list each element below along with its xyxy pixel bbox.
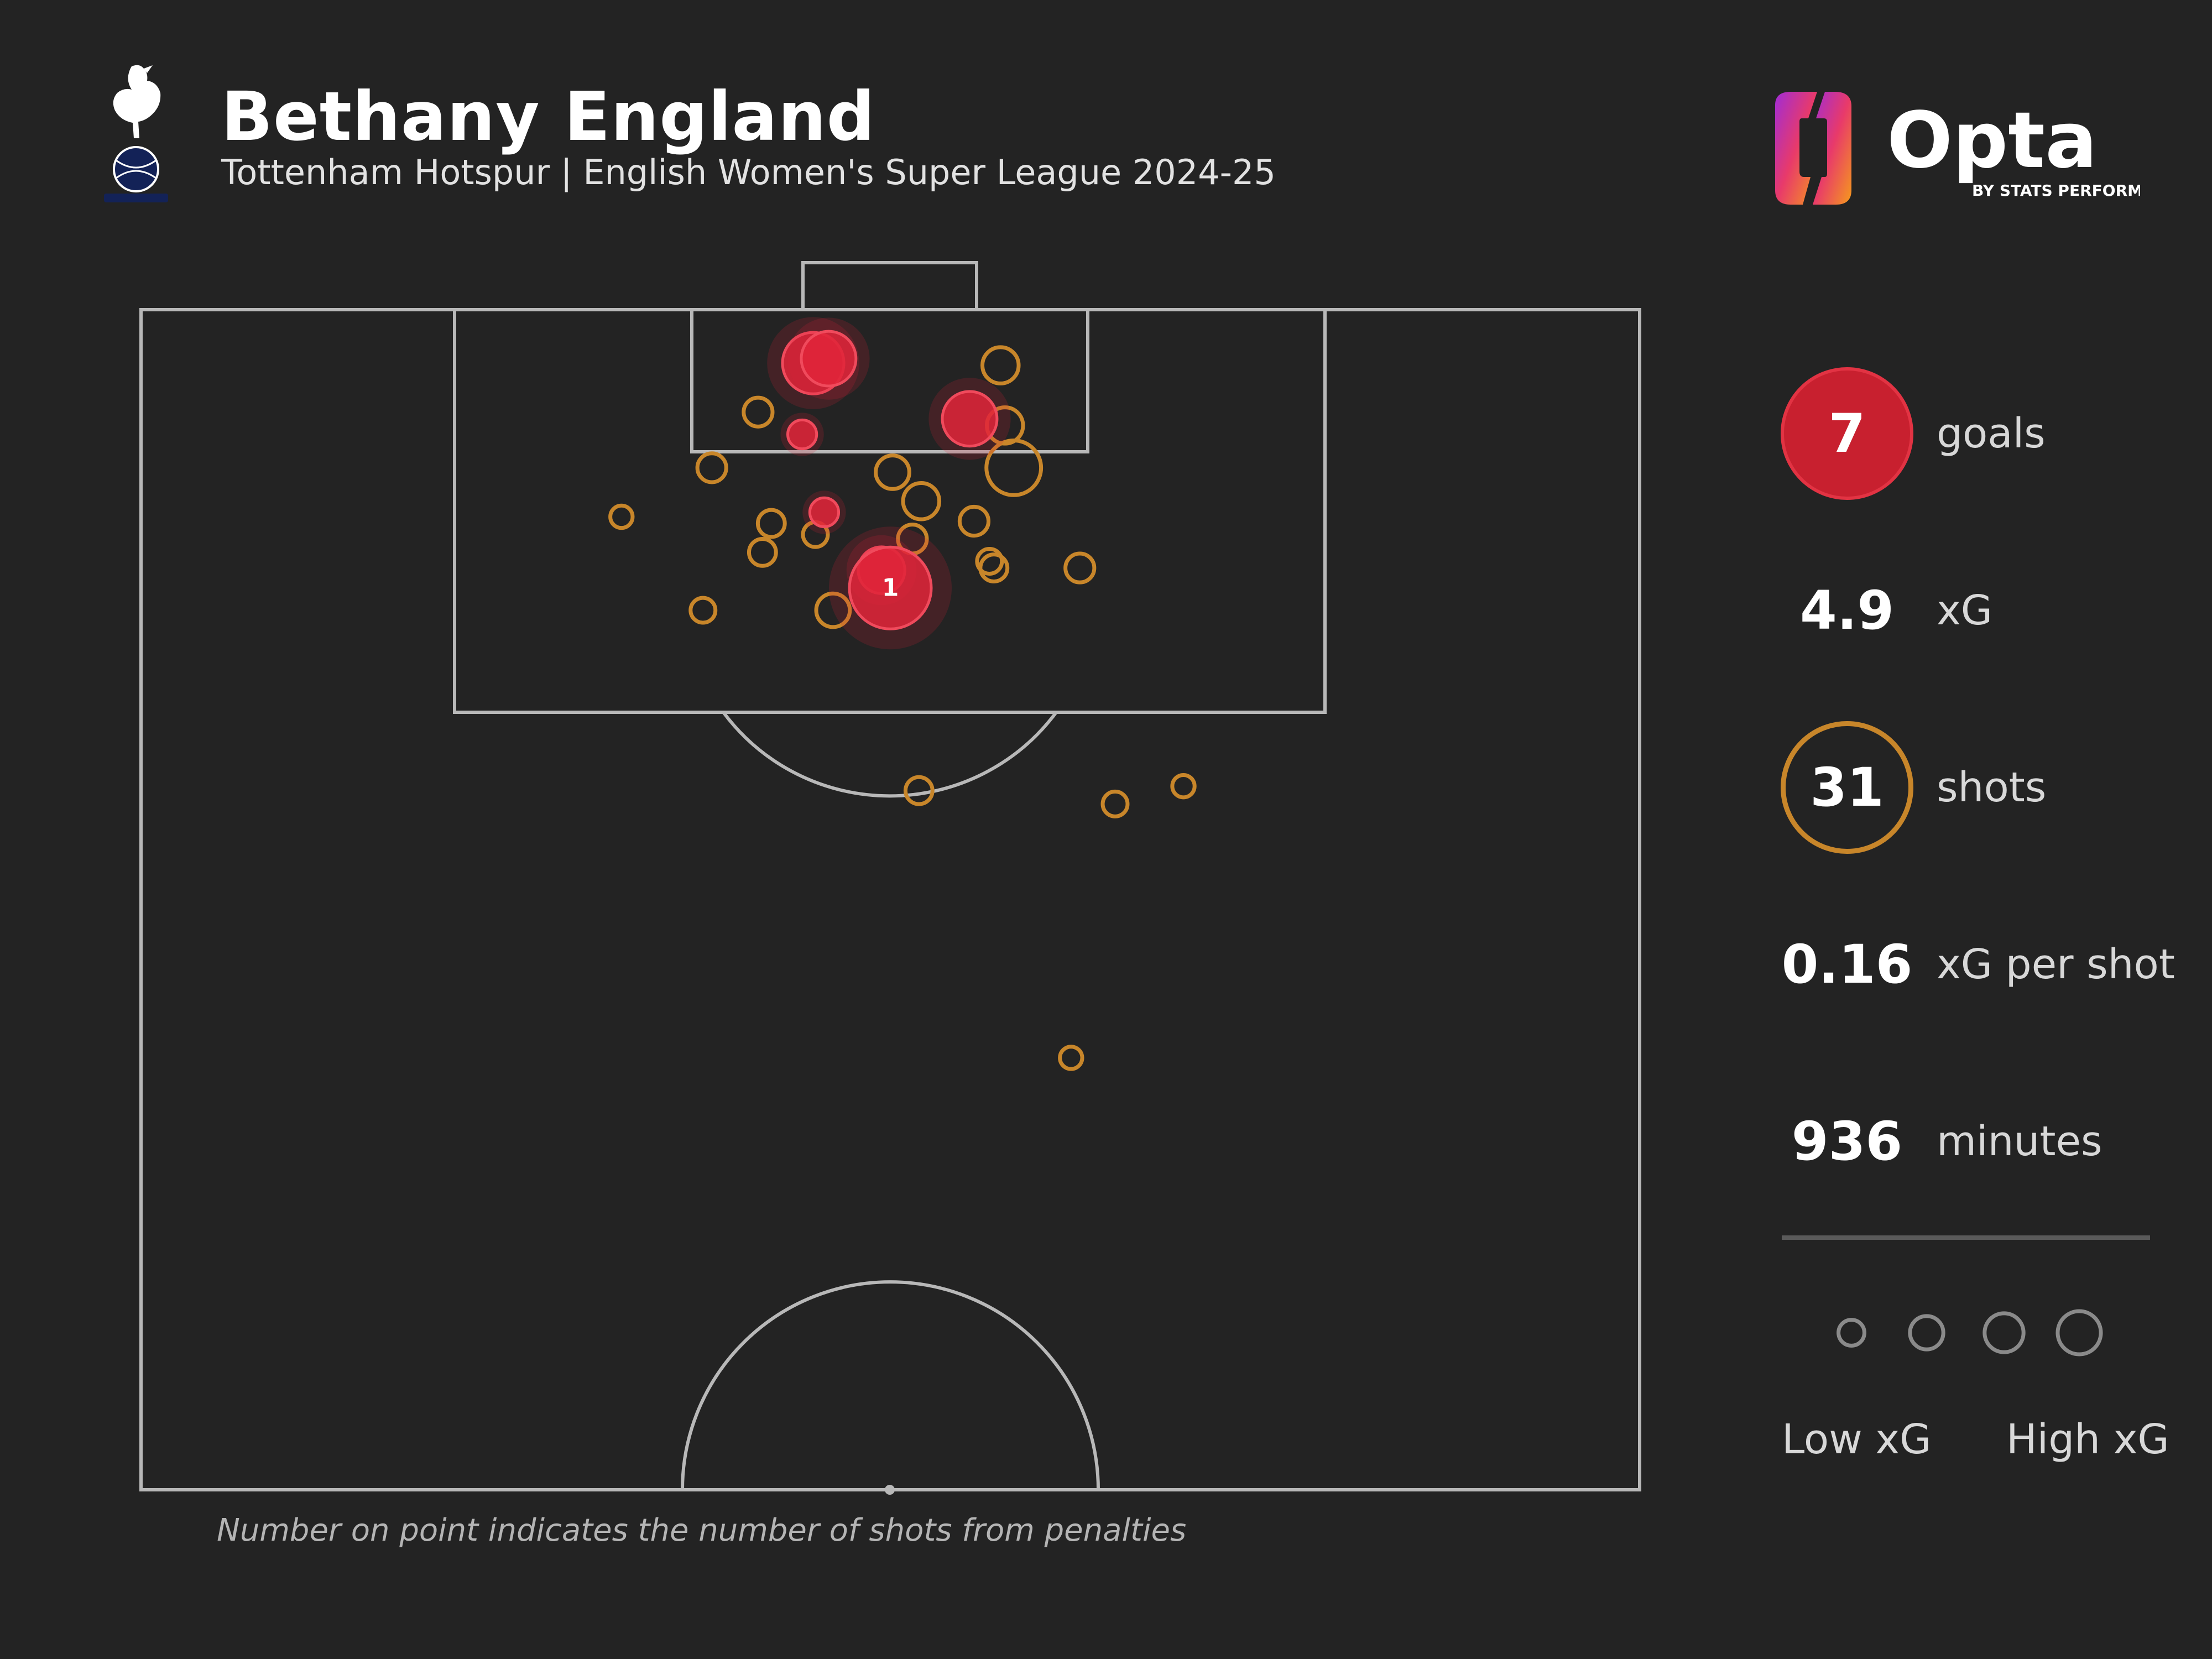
pitch-lines bbox=[139, 261, 1641, 1491]
centre-circle bbox=[681, 1280, 1100, 1490]
page-title: Bethany England bbox=[221, 77, 875, 156]
shot-point bbox=[608, 503, 635, 530]
stat-goals-value: 7 bbox=[1781, 367, 1913, 500]
stats-divider bbox=[1782, 1235, 2150, 1240]
brand-name: Opta bbox=[1887, 96, 2098, 186]
penalty-area bbox=[453, 308, 1327, 714]
legend-size-circle bbox=[1983, 1311, 2026, 1354]
shot-marker bbox=[742, 395, 775, 429]
opta-logo: Opta BY STATS PERFORM bbox=[1775, 92, 2140, 205]
stat-xg-per-shot: 0.16 xG per shot bbox=[1781, 898, 2190, 1031]
shot-point bbox=[978, 552, 1010, 583]
goal-shot-point bbox=[780, 413, 824, 456]
shot-marker bbox=[903, 775, 935, 806]
page-subtitle: Tottenham Hotspur | English Women's Supe… bbox=[221, 152, 1276, 192]
centre-spot bbox=[885, 1485, 895, 1495]
goal-shot-point bbox=[802, 491, 846, 534]
shot-marker bbox=[1063, 551, 1097, 585]
stat-goals: 7 goals bbox=[1781, 367, 2190, 500]
stat-xg-label: xG bbox=[1937, 587, 1993, 634]
legend-low-xg-label: Low xG bbox=[1782, 1416, 1932, 1463]
shot-marker bbox=[755, 508, 787, 539]
pitch-outline bbox=[139, 308, 1641, 1491]
shot-point bbox=[1100, 789, 1130, 818]
shot-map: 1 bbox=[139, 261, 1641, 1495]
shot-marker bbox=[901, 481, 942, 521]
shot-marker bbox=[978, 552, 1010, 583]
goal-shot-marker bbox=[941, 390, 999, 448]
shot-marker bbox=[747, 536, 778, 568]
shot-point bbox=[1063, 551, 1097, 585]
shot-marker bbox=[1170, 773, 1197, 800]
stat-minutes-value: 936 bbox=[1791, 1110, 1903, 1172]
shot-marker bbox=[688, 596, 718, 625]
shot-point bbox=[957, 504, 991, 538]
stat-goals-label: goals bbox=[1937, 410, 2046, 457]
shot-point bbox=[980, 345, 1021, 385]
goal-shot-marker bbox=[786, 418, 818, 451]
club-crest-icon bbox=[104, 65, 168, 202]
xg-size-legend bbox=[1837, 1309, 2103, 1357]
shot-point bbox=[1058, 1045, 1084, 1071]
shot-point bbox=[984, 438, 1044, 497]
stat-shots-label: shots bbox=[1937, 764, 2047, 811]
shot-point bbox=[901, 481, 942, 521]
shot-marker bbox=[975, 547, 1004, 576]
stat-xg: 4.9 xG bbox=[1781, 544, 2190, 677]
shot-point bbox=[1170, 773, 1197, 800]
legend-size-circle bbox=[2056, 1309, 2103, 1357]
shot-point bbox=[975, 547, 1004, 576]
shot-marker bbox=[957, 504, 991, 538]
shot-marker bbox=[1100, 789, 1130, 818]
shot-point bbox=[688, 596, 718, 625]
goal-frame bbox=[801, 261, 978, 311]
shot-point bbox=[695, 451, 728, 484]
goal-shot-marker bbox=[800, 330, 858, 388]
six-yard-box bbox=[690, 308, 1089, 453]
brand-tagline: BY STATS PERFORM bbox=[1972, 181, 2140, 200]
goal-shot-point bbox=[928, 378, 1011, 460]
shot-marker bbox=[980, 345, 1021, 385]
shot-marker bbox=[695, 451, 728, 484]
goal-shot-marker bbox=[808, 496, 841, 529]
goal-shot-point bbox=[787, 317, 870, 400]
stat-xg-per-shot-value: 0.16 bbox=[1781, 933, 1913, 995]
penalty-count-label: 1 bbox=[882, 573, 899, 602]
shot-marker bbox=[984, 438, 1044, 497]
shot-point bbox=[814, 591, 852, 629]
shot-marker bbox=[874, 453, 911, 491]
footnote: Number on point indicates the number of … bbox=[217, 1512, 1187, 1548]
penalty-arc bbox=[722, 711, 1058, 798]
goal-shot-marker bbox=[848, 545, 933, 630]
legend-size-circle bbox=[1837, 1318, 1866, 1348]
shot-point bbox=[747, 536, 778, 568]
legend-high-xg-label: High xG bbox=[2006, 1416, 2169, 1463]
stat-xg-value: 4.9 bbox=[1799, 580, 1895, 641]
shot-marker bbox=[814, 591, 852, 629]
shot-point bbox=[874, 453, 911, 491]
goal-shot-point: 1 bbox=[829, 526, 952, 650]
stat-shots: 31 shots bbox=[1781, 721, 2190, 854]
shot-marker bbox=[1058, 1045, 1084, 1071]
shots-layer: 1 bbox=[608, 317, 1197, 1071]
shot-point bbox=[903, 775, 935, 806]
shot-point bbox=[755, 508, 787, 539]
shot-point bbox=[742, 395, 775, 429]
stat-xg-per-shot-label: xG per shot bbox=[1937, 941, 2175, 988]
stat-shots-value: 31 bbox=[1781, 721, 1913, 854]
stat-minutes-label: minutes bbox=[1937, 1118, 2103, 1165]
legend-size-circle bbox=[1908, 1314, 1945, 1352]
stat-minutes: 936 minutes bbox=[1781, 1075, 2190, 1208]
shot-marker bbox=[608, 503, 635, 530]
